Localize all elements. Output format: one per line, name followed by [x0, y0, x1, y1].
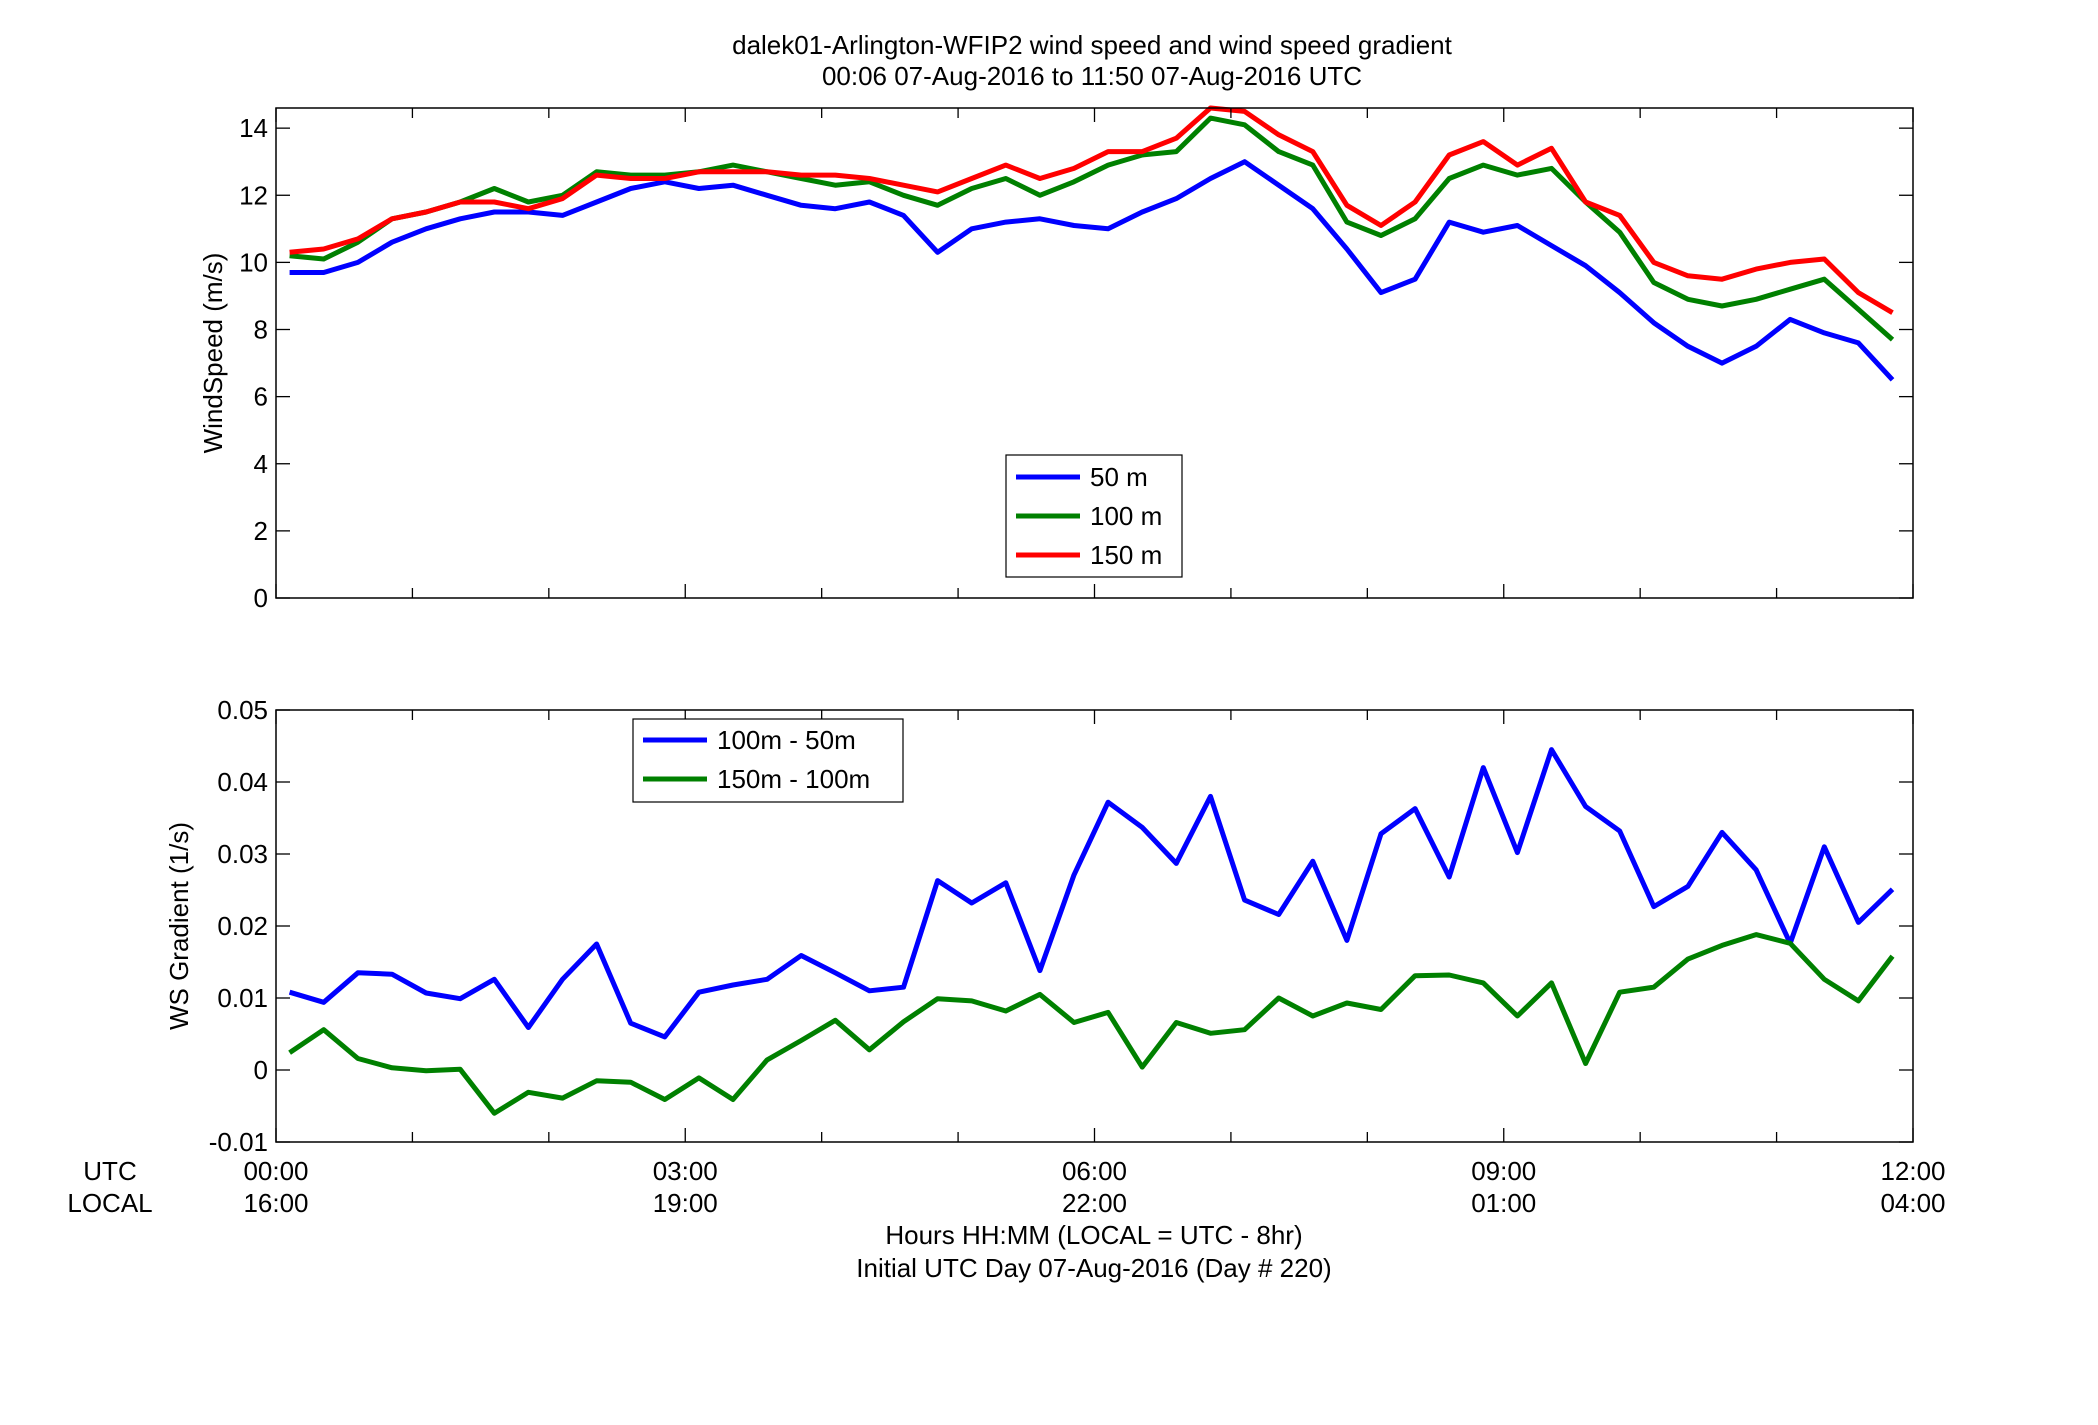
- windspeed-y-tick-label: 8: [254, 315, 268, 345]
- x-tick-label-utc: 12:00: [1880, 1156, 1945, 1186]
- windspeed-y-tick-label: 10: [239, 247, 268, 277]
- x-tick-label-local: 04:00: [1880, 1188, 1945, 1218]
- x-tick-label-local: 16:00: [243, 1188, 308, 1218]
- gradient-y-tick-label: 0.05: [217, 695, 268, 725]
- gradient-legend-box: [632, 718, 904, 803]
- figure-title-line2: 00:06 07-Aug-2016 to 11:50 07-Aug-2016 U…: [822, 61, 1362, 91]
- windspeed-y-axis-label: WindSpeed (m/s): [198, 253, 228, 454]
- x-axis-label-line2: Initial UTC Day 07-Aug-2016 (Day # 220): [856, 1253, 1331, 1283]
- gradient-panel: -0.01 0 0.01 0.02 0.03 0.04 0.05 WS Gradient (…: [164, 695, 1914, 1157]
- legend-label-150m: 150 m: [1090, 540, 1162, 570]
- gradient-series-lines: [288, 747, 1895, 1116]
- windspeed-series-1-line: [289, 159, 1895, 382]
- windspeed-y-tick-label: 4: [254, 449, 268, 479]
- gradient-y-ticks: -0.01 0 0.01 0.02 0.03 0.04 0.05: [209, 695, 1913, 1157]
- gradient-y-tick-label: 0.01: [217, 983, 268, 1013]
- gradient-series-2-line: [288, 932, 1895, 1116]
- figure-title-line1: dalek01-Arlington-WFIP2 wind speed and w…: [732, 30, 1453, 60]
- x-tick-label-utc: 09:00: [1471, 1156, 1536, 1186]
- windspeed-legend: 50 m 100 m 150 m: [1005, 454, 1183, 578]
- windspeed-y-ticks: 0 2 4 6 8 10 12 14: [239, 113, 1913, 613]
- gradient-axes-frame: [275, 709, 1914, 1143]
- x-tick-label-utc: 00:00: [243, 1156, 308, 1186]
- windspeed-y-tick-label: 0: [254, 583, 268, 613]
- gradient-x-ticks: [275, 710, 1914, 1142]
- legend-label-50m: 50 m: [1090, 462, 1148, 492]
- windspeed-series-lines: [289, 105, 1895, 382]
- x-tick-label-local: 01:00: [1471, 1188, 1536, 1218]
- windspeed-y-tick-label: 14: [239, 113, 268, 143]
- windspeed-y-tick-label: 2: [254, 516, 268, 546]
- gradient-y-tick-label: -0.01: [209, 1127, 268, 1157]
- gradient-legend: 100m - 50m 150m - 100m: [632, 718, 904, 803]
- x-tick-label-local: 19:00: [653, 1188, 718, 1218]
- gradient-y-tick-label: 0: [254, 1055, 268, 1085]
- gradient-series-1-line: [288, 747, 1895, 1040]
- windspeed-x-ticks: [275, 108, 1914, 598]
- row-label-utc: UTC: [83, 1156, 136, 1186]
- gradient-y-axis-label: WS Gradient (1/s): [164, 822, 194, 1030]
- windspeed-y-tick-label: 6: [254, 382, 268, 412]
- x-tick-label-utc: 06:00: [1062, 1156, 1127, 1186]
- windspeed-y-tick-label: 12: [239, 180, 268, 210]
- windspeed-series-2-line: [289, 115, 1895, 342]
- legend-label-100m: 100 m: [1090, 501, 1162, 531]
- gradient-y-tick-label: 0.04: [217, 767, 268, 797]
- x-tick-label-local: 22:00: [1062, 1188, 1127, 1218]
- gradient-y-tick-label: 0.03: [217, 839, 268, 869]
- legend-label-150m-100m: 150m - 100m: [717, 764, 870, 794]
- legend-label-100m-50m: 100m - 50m: [717, 725, 856, 755]
- x-axis-label-line1: Hours HH:MM (LOCAL = UTC - 8hr): [885, 1220, 1302, 1250]
- x-tick-label-utc: 03:00: [653, 1156, 718, 1186]
- windspeed-series-3-line: [289, 105, 1894, 315]
- row-label-local: LOCAL: [67, 1188, 152, 1218]
- gradient-y-tick-label: 0.02: [217, 911, 268, 941]
- windspeed-panel: 0 2 4 6 8 10 12 14 WindSpeed (m/s) 50 m 100 m 1…: [198, 105, 1914, 613]
